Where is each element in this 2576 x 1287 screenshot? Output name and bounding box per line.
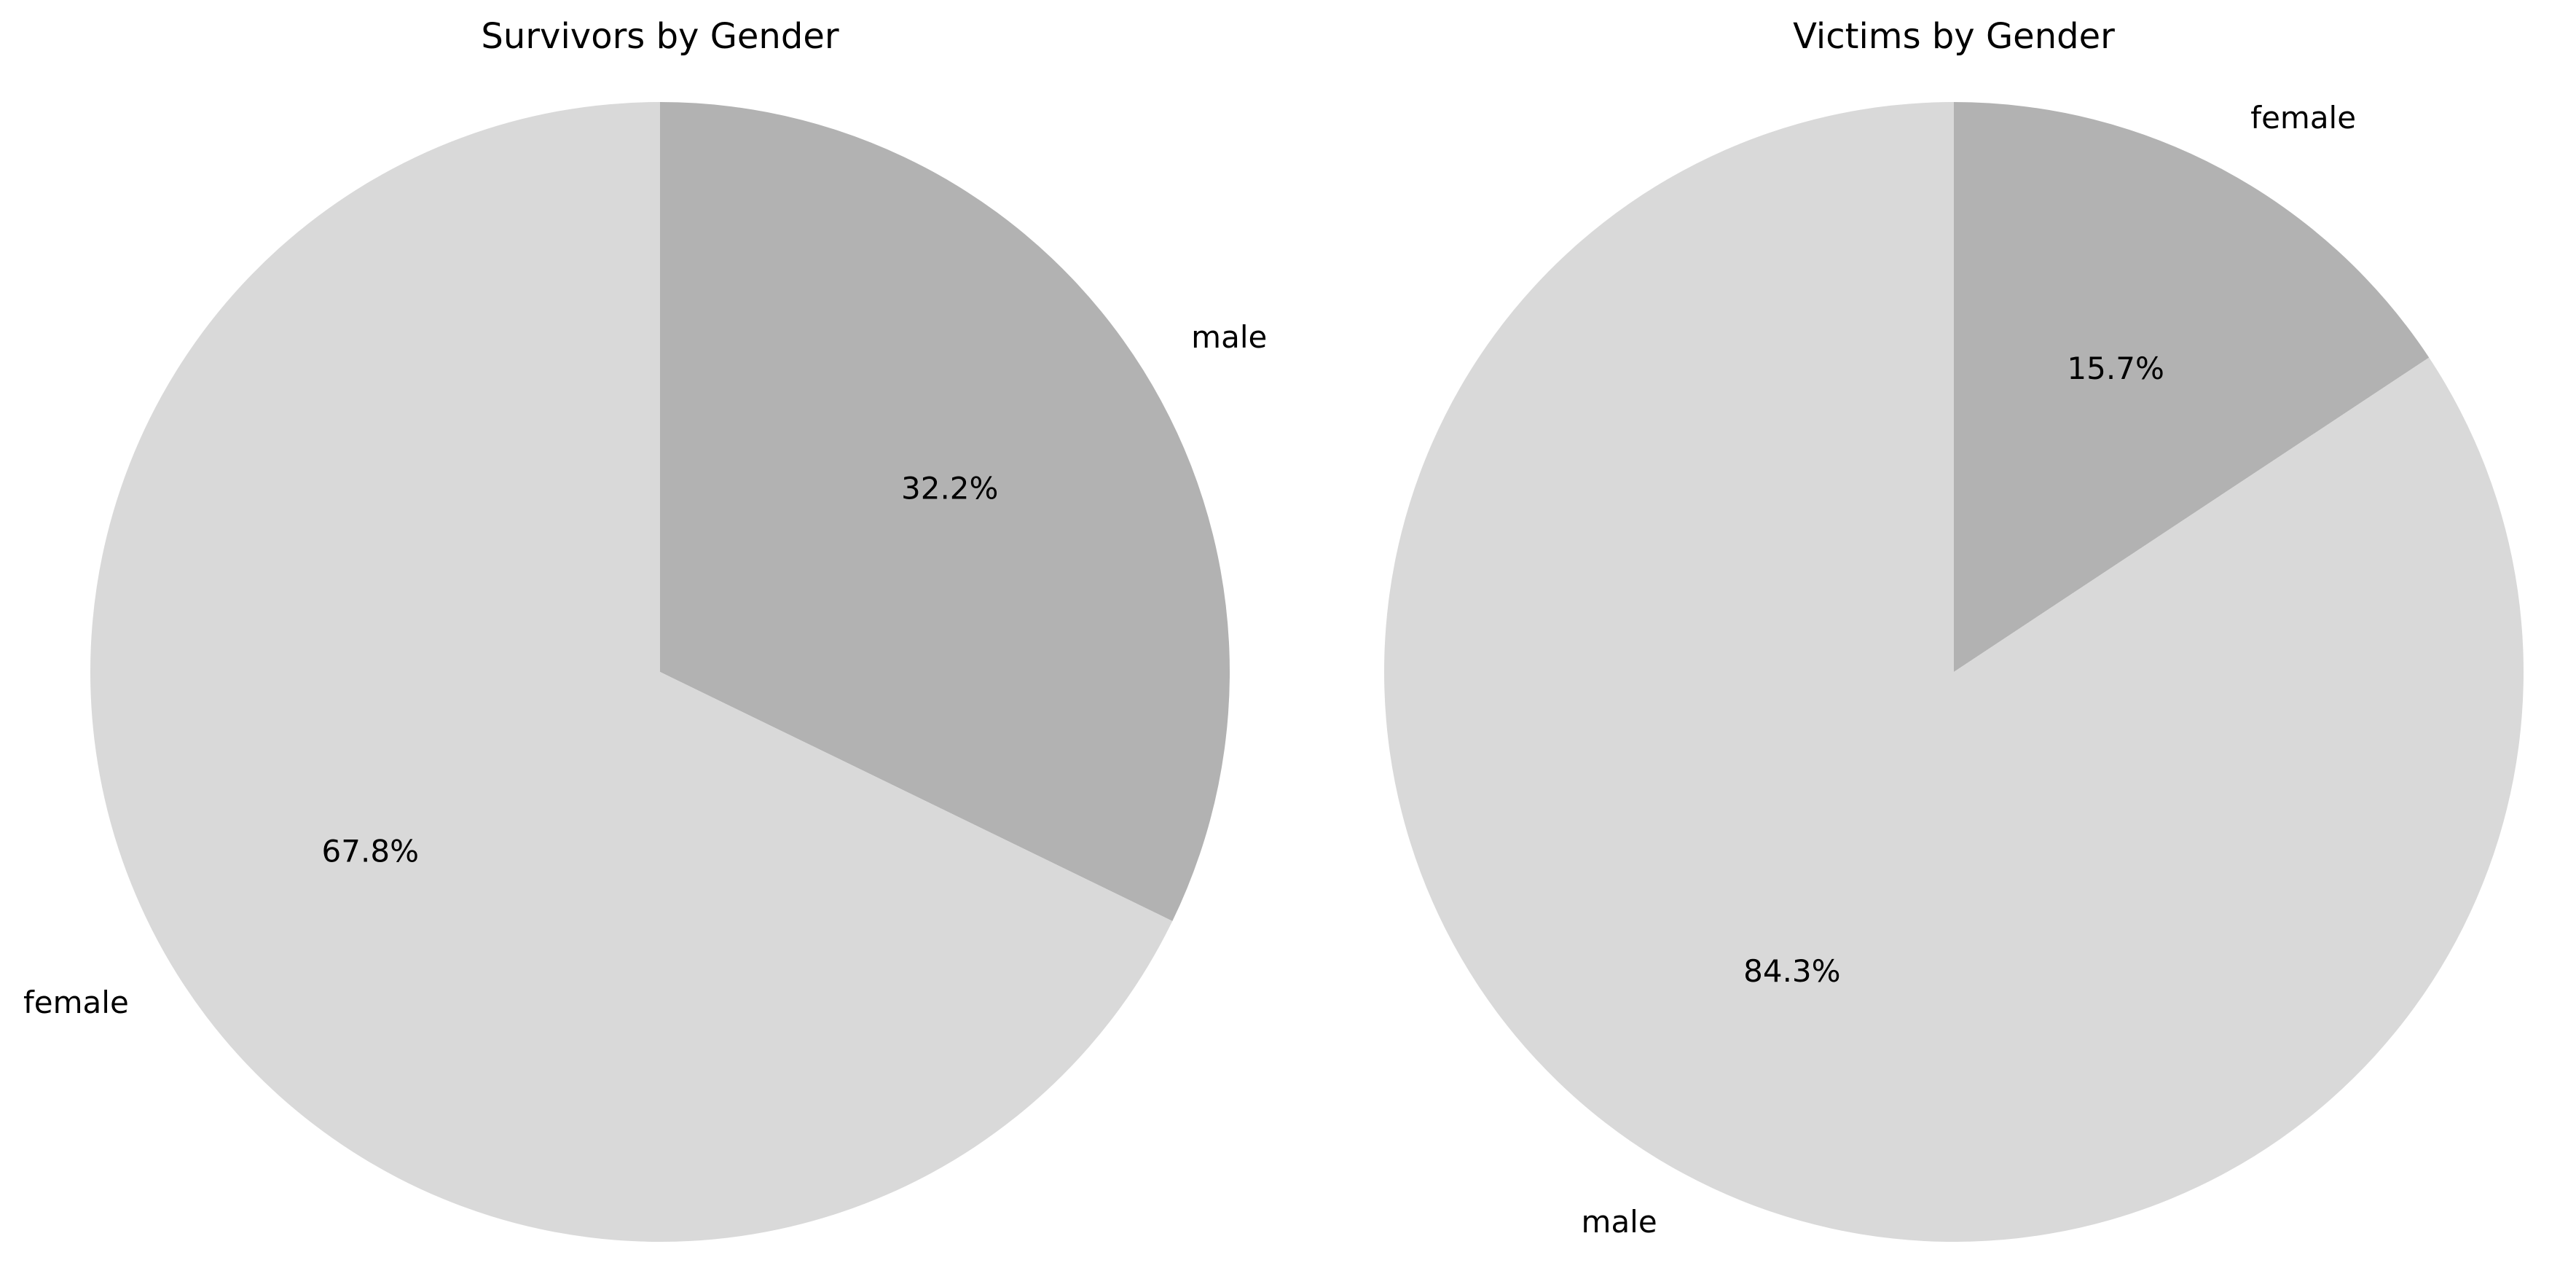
slice-percent-label: 32.2% — [901, 471, 998, 506]
slice-percent-label: 67.8% — [322, 833, 419, 869]
slice-label: male — [1191, 319, 1267, 355]
slice-label: female — [2250, 100, 2356, 136]
chart-victims-by-gender: Victims by Gender female 15.7% male 84.3% — [1384, 16, 2524, 1243]
pie-slice-female — [90, 102, 1173, 1242]
pie-slice-male — [1384, 102, 2524, 1243]
chart-survivors-by-gender: Survivors by Gender male 32.2% female 67.8% — [23, 16, 1267, 1242]
slice-label: female — [23, 985, 129, 1020]
chart-title: Victims by Gender — [1793, 16, 2115, 57]
slice-percent-label: 15.7% — [2067, 351, 2164, 386]
slice-label: male — [1582, 1204, 1657, 1240]
slice-percent-label: 84.3% — [1743, 953, 1840, 989]
pie-slice-male — [660, 102, 1230, 921]
pie-slice-female — [1954, 102, 2430, 672]
chart-title: Survivors by Gender — [481, 16, 839, 57]
